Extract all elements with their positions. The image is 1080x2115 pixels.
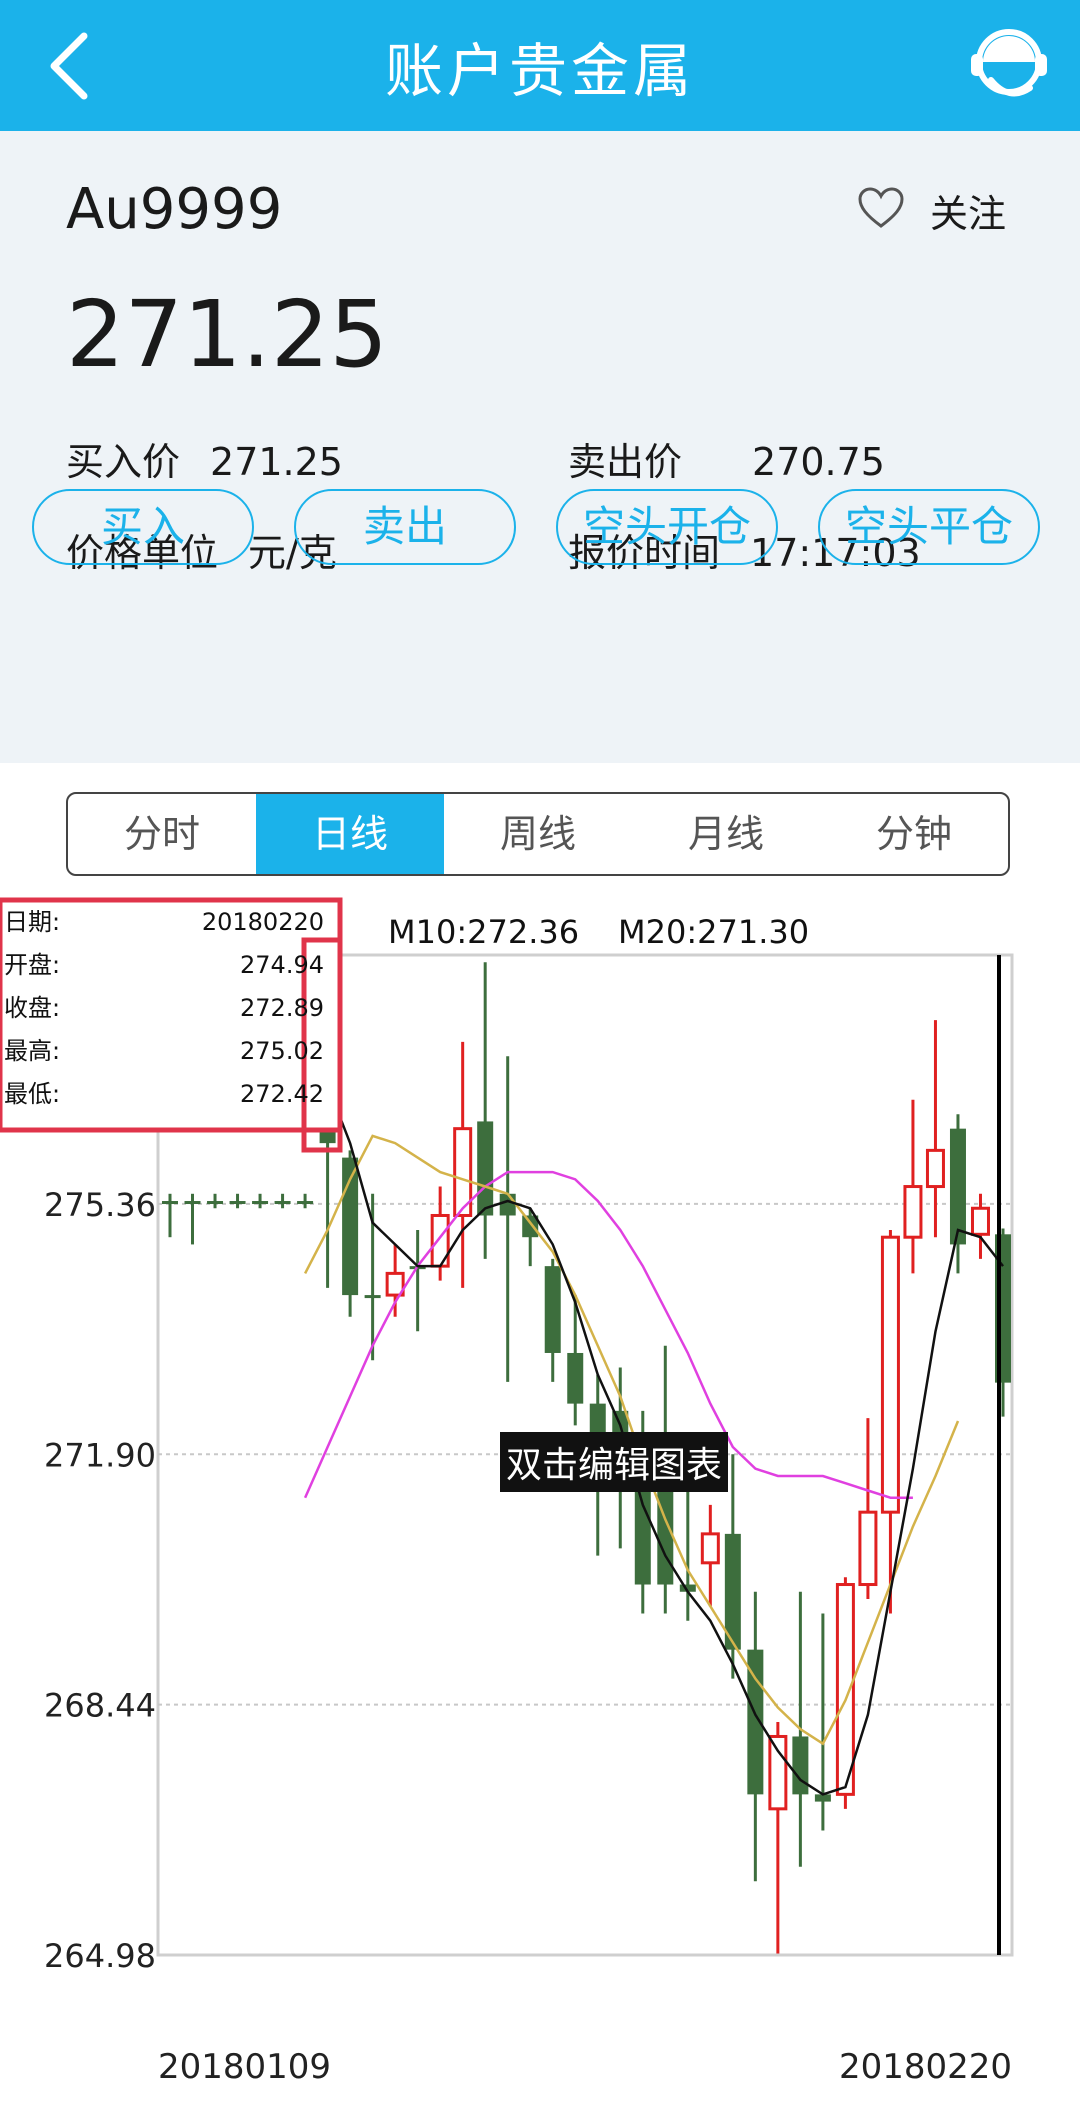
candlestick-chart[interactable]: 275.36 271.90 268.44 264.98 20180109 20180220… <box>0 880 1080 2115</box>
quote-panel: Au9999 关注 271.25 买入价 271.25 卖出价 270.75 价格单… <box>0 131 1080 763</box>
period-tabs: 分时 日线 周线 月线 分钟 <box>66 792 1010 876</box>
ma20-line <box>303 1170 913 1499</box>
candle-body <box>880 1235 900 1514</box>
info-value: 20180220 <box>202 908 324 936</box>
candle-body <box>657 1461 674 1585</box>
edit-chart-tooltip: 双击编辑图表 <box>500 1432 729 1492</box>
candle-body <box>184 1201 201 1205</box>
follow-label: 关注 <box>930 192 1007 236</box>
candle-body <box>792 1736 809 1795</box>
candle-body <box>499 1193 516 1216</box>
info-highlight <box>301 937 343 1153</box>
info-label: 收盘: <box>4 994 60 1022</box>
candle-body <box>814 1794 831 1802</box>
buy-button[interactable]: 买入 <box>32 489 254 565</box>
sell-button[interactable]: 卖出 <box>294 489 516 565</box>
candle-body <box>679 1584 696 1592</box>
top-bar: 账户贵金属 <box>0 0 1080 131</box>
tab-weekly[interactable]: 周线 <box>499 812 576 856</box>
customer-service-icon[interactable] <box>966 22 1052 108</box>
ma-label: M10:272.36 <box>388 913 579 951</box>
candle-body <box>274 1201 291 1205</box>
candle-body <box>925 1148 945 1189</box>
buy-price-value: 271.25 <box>210 440 343 484</box>
candle-body <box>949 1128 966 1245</box>
candle-body <box>477 1121 494 1216</box>
symbol-name: Au9999 <box>66 177 283 242</box>
candle-body <box>724 1533 741 1650</box>
page-title: 账户贵金属 <box>384 37 695 105</box>
info-box-layer: 日期: 20180220 开盘: 274.94 收盘: 272.89 最高: 275.02 最低… <box>0 897 343 1153</box>
info-value: 272.89 <box>240 994 324 1022</box>
candle-body <box>970 1206 990 1236</box>
info-label: 最高: <box>4 1037 60 1065</box>
x-tick-label: 20180109 <box>158 2047 331 2087</box>
short-close-button[interactable]: 空头平仓 <box>818 489 1040 565</box>
candles-layer <box>162 962 1011 1954</box>
sell-price-row: 卖出价 270.75 <box>568 431 885 486</box>
y-tick-label: 268.44 <box>44 1687 156 1725</box>
candle-body <box>252 1201 269 1205</box>
candle-body <box>567 1352 584 1404</box>
candle-body <box>903 1185 923 1239</box>
y-tick-label: 264.98 <box>44 1937 156 1975</box>
info-value: 275.02 <box>240 1037 324 1065</box>
ma-lines-layer <box>303 955 1004 1955</box>
tab-daily[interactable]: 日线 <box>256 794 444 874</box>
heart-icon <box>858 187 904 228</box>
candle-body <box>522 1215 539 1238</box>
candle-body <box>544 1266 561 1353</box>
buy-price-row: 买入价 271.25 <box>66 431 343 486</box>
candle-body <box>342 1157 359 1296</box>
info-label: 开盘: <box>4 951 60 979</box>
info-label: 日期: <box>4 908 60 936</box>
short-open-button[interactable]: 空头开仓 <box>556 489 778 565</box>
info-label: 最低: <box>4 1080 60 1108</box>
tab-minute[interactable]: 分钟 <box>875 812 952 856</box>
chevron-left-icon[interactable] <box>40 28 104 104</box>
candle-body <box>700 1532 720 1565</box>
ma10-line <box>303 1134 960 1746</box>
candle-body <box>297 1201 314 1205</box>
info-value: 274.94 <box>240 951 324 979</box>
buy-price-label: 买入价 <box>66 440 181 484</box>
info-value: 272.42 <box>240 1080 324 1108</box>
ma5-line <box>326 1084 1004 1796</box>
tab-intraday[interactable]: 分时 <box>123 812 200 856</box>
y-tick-label: 275.36 <box>44 1186 156 1224</box>
candle-body <box>364 1295 381 1299</box>
candle-body <box>385 1271 405 1297</box>
candle-body <box>162 1201 178 1205</box>
tab-monthly[interactable]: 月线 <box>687 812 764 856</box>
candle-body <box>453 1127 473 1217</box>
candle-body <box>835 1583 855 1796</box>
sell-price-value: 270.75 <box>752 440 885 484</box>
sell-price-label: 卖出价 <box>568 440 683 484</box>
candle-body <box>858 1510 878 1587</box>
chart-text-layer: 275.36 271.90 268.44 264.98 20180109 20180220… <box>44 913 1012 2087</box>
current-price: 271.25 <box>66 281 388 388</box>
y-tick-label: 271.90 <box>44 1436 156 1474</box>
candle-body <box>747 1649 764 1795</box>
x-tick-label: 20180220 <box>839 2047 1012 2087</box>
candle-body <box>768 1734 788 1811</box>
candle-body <box>229 1201 246 1205</box>
candle-body <box>207 1201 224 1205</box>
unit-label: 价格单位 <box>66 531 219 575</box>
ma-label: M20:271.30 <box>618 913 809 951</box>
